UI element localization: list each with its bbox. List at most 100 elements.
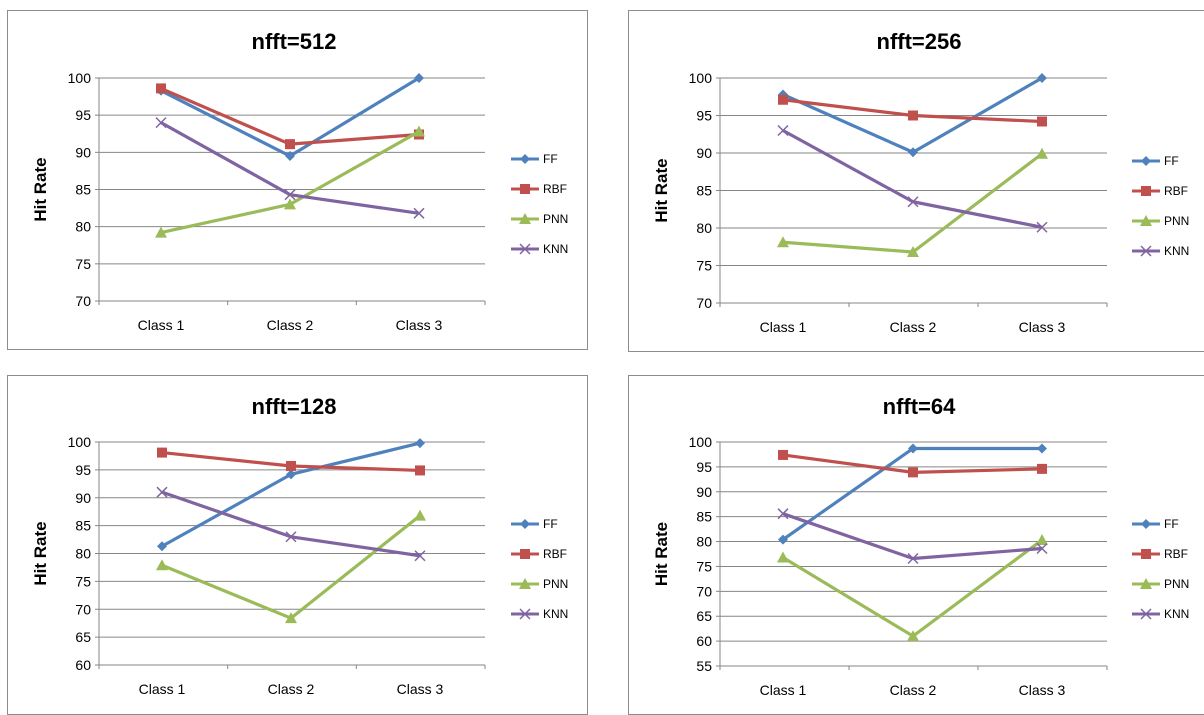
y-tick-label: 95 [696,108,712,124]
data-point-rbf [778,449,788,460]
data-point-ff [286,469,296,480]
chart-svg: nfft=64 55 60 65 70 75 80 85 90 95 100 Class 1 Class… [652,394,1189,698]
x-tick-label: Class 1 [139,681,186,697]
x-tick-label: Class 3 [396,317,443,333]
data-point-rbf [908,467,918,478]
data-point-knn [414,550,426,562]
y-tick-label: 90 [75,490,91,506]
x-tick-label: Class 2 [890,319,937,335]
legend-label: RBF [1164,184,1188,198]
data-point-knn-stroke-b [777,508,789,520]
y-tick-label: 70 [75,293,91,309]
data-point-ff [1037,443,1047,454]
y-tick-label: 85 [75,182,91,198]
legend-label: KNN [543,242,568,256]
data-point-knn [907,552,919,565]
legend-marker-knn [519,608,531,620]
data-point-knn-stroke-b [414,550,426,562]
data-point-rbf [156,83,166,94]
data-point-ff [908,443,918,454]
chart-svg: nfft=256 70 75 80 85 90 95 100 Class 1 Class 2 Cla… [652,29,1189,335]
legend-label: FF [543,517,558,531]
legend-label: FF [543,152,558,166]
chart-title: nfft=128 [252,394,337,419]
legend-marker-pnn [1140,578,1152,589]
legend-marker-rbf [520,184,530,194]
y-axis-label: Hit Rate [652,522,671,586]
x-tick-label: Class 2 [267,317,314,333]
legend-marker-knn [1140,245,1152,257]
x-tick-label: Class 1 [760,319,807,335]
legend-marker-pnn [519,578,531,589]
legend-marker-rbf [1141,549,1151,559]
series-line-rbf [160,86,420,146]
data-point-knn [285,531,297,543]
x-tick-label: Class 3 [1019,682,1066,698]
y-tick-label: 60 [75,657,91,673]
legend-marker-knn-stroke-b [519,608,531,620]
legend-marker-rbf [1141,186,1151,196]
data-point-knn-stroke-b [1036,221,1048,233]
y-axis-label: Hit Rate [31,157,50,221]
y-tick-label: 95 [75,462,91,478]
legend-label: KNN [1164,607,1189,621]
x-tick-label: Class 1 [138,317,185,333]
data-point-knn-stroke-b [907,196,919,208]
y-tick-label: 80 [75,219,91,235]
y-tick-label: 80 [75,546,91,562]
series-line-pnn [161,514,421,620]
legend-label: KNN [1164,244,1189,258]
legend-label: FF [1164,154,1179,168]
chart-panel-nfft-64: nfft=64 55 60 65 70 75 80 85 90 95 100 Class 1 Class… [628,375,1204,715]
legend-marker-knn-stroke-b [519,243,531,255]
data-point-knn-stroke-b [285,531,297,543]
data-point-pnn [285,612,297,624]
chart-panel-nfft-256: nfft=256 70 75 80 85 90 95 100 Class 1 Class 2 Cla… [628,10,1204,352]
data-point-ff [414,73,424,83]
legend-label: KNN [543,607,568,621]
data-point-knn [413,207,425,219]
legend-marker-ff [520,154,530,164]
data-point-knn-stroke-b [777,124,789,137]
data-point-rbf [415,465,425,476]
y-tick-label: 70 [696,295,712,311]
data-point-rbf [285,139,295,150]
data-point-rbf [1037,116,1047,127]
legend-marker-knn [519,243,531,255]
chart-title: nfft=256 [877,29,962,54]
y-tick-label: 95 [696,459,712,475]
y-tick-label: 85 [696,509,712,525]
chart-title: nfft=64 [883,394,957,419]
y-axis-label: Hit Rate [652,158,671,222]
y-tick-label: 75 [696,558,712,574]
x-tick-label: Class 3 [397,681,444,697]
data-point-ff [285,151,295,162]
y-tick-label: 70 [75,601,91,617]
data-point-pnn [907,246,919,257]
data-point-ff [778,534,788,545]
data-point-knn [1036,542,1048,555]
y-tick-label: 55 [696,658,712,674]
legend-marker-knn-stroke-b [1140,608,1152,620]
y-tick-label: 65 [696,608,712,624]
y-tick-label: 85 [75,518,91,534]
data-point-knn-stroke-b [156,486,168,498]
data-point-pnn [414,509,426,521]
y-tick-label: 85 [696,183,712,199]
legend-marker-knn [1140,608,1152,620]
data-point-pnn [777,551,789,563]
chart-panel-nfft-128: nfft=128 60 65 70 75 80 85 90 95 100 Class 1 Class … [7,375,588,715]
data-point-ff [157,541,167,552]
chart-title: nfft=512 [252,29,337,54]
y-tick-label: 75 [696,258,712,274]
data-point-pnn [1036,147,1048,159]
data-point-ff [908,147,918,158]
data-point-rbf [778,94,788,105]
y-tick-label: 100 [68,434,92,450]
data-point-pnn [155,226,167,238]
data-point-knn [155,117,167,129]
legend-marker-ff [1141,156,1151,166]
data-point-knn [156,486,168,498]
legend-label: PNN [1164,577,1189,591]
legend-label: PNN [543,212,568,226]
